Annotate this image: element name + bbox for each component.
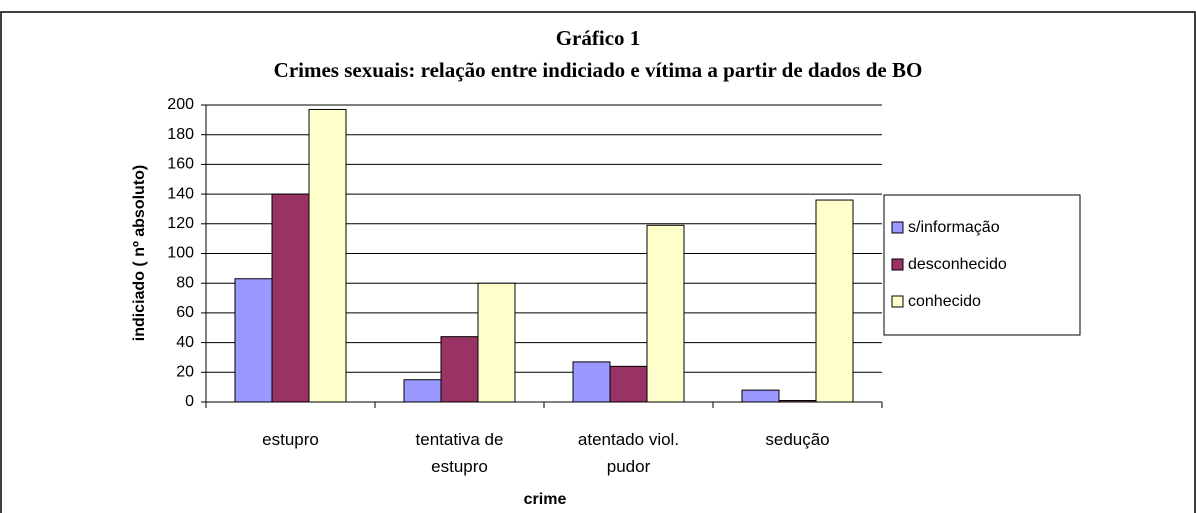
- legend-label: desconhecido: [908, 256, 1007, 273]
- y-tick-label: 180: [167, 126, 194, 143]
- bar: [815, 199, 854, 403]
- chart-subtitle: Crimes sexuais: relação entre indiciado …: [274, 58, 923, 82]
- y-tick-label: 20: [176, 364, 194, 381]
- chart-title: Gráfico 1: [556, 26, 641, 50]
- y-tick-label: 160: [167, 156, 194, 173]
- y-tick-label: 140: [167, 185, 194, 202]
- x-tick-label: sedução: [765, 430, 830, 449]
- y-axis-label: indiciado ( nº absoluto): [131, 165, 148, 342]
- x-tick-label: atentado viol. pudor: [577, 430, 680, 476]
- legend-label: s/informação: [908, 219, 1000, 236]
- bar: [403, 379, 442, 403]
- x-axis-label: crime: [524, 491, 567, 508]
- y-tick-label: 0: [185, 393, 194, 410]
- bar: [308, 108, 347, 403]
- y-tick-label: 40: [176, 334, 194, 351]
- bar: [741, 389, 780, 403]
- bar: [572, 361, 611, 403]
- legend-box: [883, 194, 1081, 336]
- chart-frame: [0, 11, 1196, 513]
- y-tick-label: 100: [167, 245, 194, 262]
- y-tick-label: 80: [176, 274, 194, 291]
- y-tick-label: 200: [167, 96, 194, 113]
- bar: [271, 193, 310, 403]
- legend-swatch: [891, 295, 904, 308]
- x-tick-label: tentativa de estupro: [415, 430, 504, 476]
- legend-swatch: [891, 221, 904, 234]
- y-tick-label: 120: [167, 215, 194, 232]
- bar: [646, 224, 685, 403]
- bar: [609, 365, 648, 403]
- legend-swatch: [891, 258, 904, 271]
- bar: [234, 278, 273, 403]
- legend-label: conhecido: [908, 293, 981, 310]
- x-tick-label: estupro: [262, 430, 319, 449]
- y-tick-label: 60: [176, 304, 194, 321]
- bar: [440, 336, 479, 403]
- bar: [477, 282, 516, 403]
